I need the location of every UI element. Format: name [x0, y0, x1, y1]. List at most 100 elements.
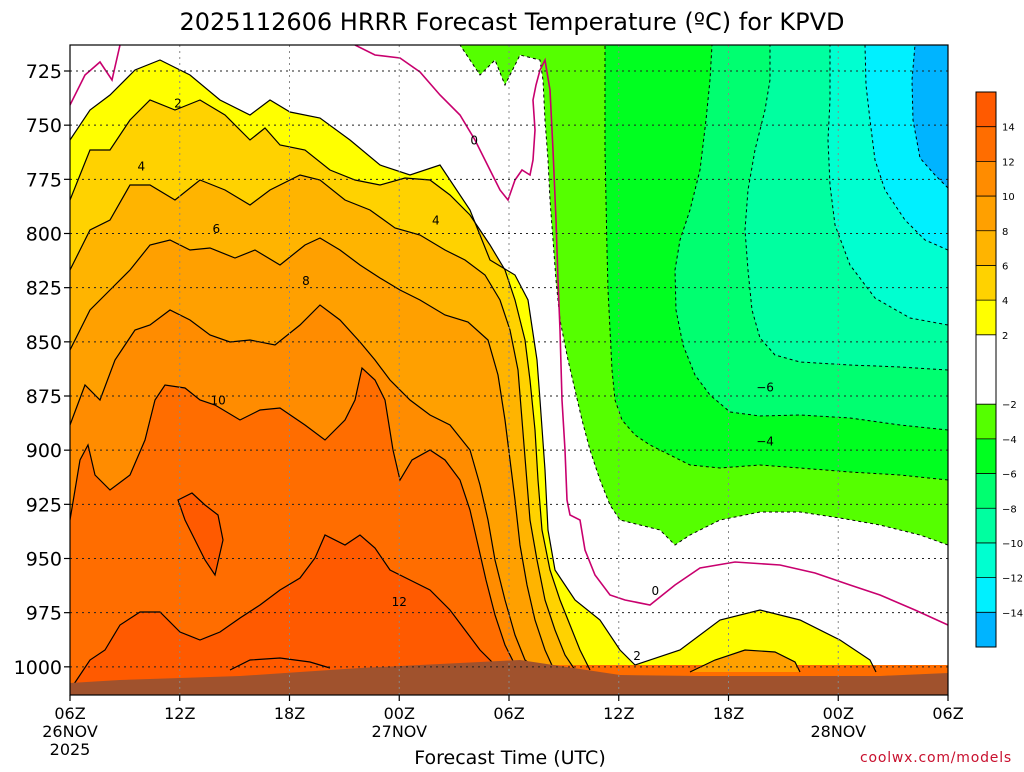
- contour-line-12-late: [689, 649, 801, 673]
- colorbar-tick-label: −8: [1002, 504, 1017, 515]
- x-axis-title: Forecast Time (UTC): [414, 747, 605, 768]
- band-minus14-to-minus16: [912, 45, 948, 188]
- contour-line-minus6: [674, 45, 948, 431]
- y-tick-label: 750: [26, 115, 62, 137]
- contour-line-4: [70, 99, 591, 671]
- colorbar-tick-label: −10: [1002, 539, 1023, 550]
- contour-line-10: [70, 304, 541, 673]
- colorbar-tick-label: 6: [1002, 261, 1008, 272]
- contour-line-minus14: [911, 45, 948, 189]
- y-tick-label: 950: [26, 549, 62, 571]
- contour-line-minus2: [459, 45, 948, 546]
- freezing-line-upper: [70, 45, 121, 106]
- colorbar-tick-label: 8: [1002, 227, 1008, 238]
- contour-label: 2: [174, 97, 182, 111]
- colorbar-swatch: [976, 404, 996, 439]
- contour-label: 0: [470, 133, 478, 147]
- x-tick-label: 00Z: [384, 704, 415, 723]
- x-tick-label: 06Z: [932, 704, 963, 723]
- y-tick-label: 900: [26, 440, 62, 462]
- grid-lines: [70, 45, 948, 695]
- y-tick-label: 775: [26, 169, 62, 191]
- contour-label: −4: [756, 435, 774, 449]
- y-tick-label: 800: [26, 224, 62, 246]
- contour-line-6: [70, 174, 576, 671]
- contour-label: 0: [652, 584, 660, 598]
- contour-line-8: [70, 237, 556, 673]
- x-date-label: 28NOV: [810, 722, 866, 741]
- x-date-label: 2025: [50, 740, 91, 759]
- colorbar-swatch: [976, 542, 996, 578]
- colorbar-swatch: [976, 196, 996, 231]
- contour-line-minus4: [604, 45, 948, 481]
- x-tick-label: 12Z: [603, 704, 634, 723]
- credit-text: coolwx.com/models: [860, 750, 1012, 766]
- y-axis: 725 750 775 800 825 850 875 900 925 950 975 1000: [14, 61, 70, 679]
- warm-contour-lines: [70, 59, 877, 691]
- contour-labels: 2 4 6 8 10 12 4 0 0 2 −6 −4: [138, 97, 774, 664]
- colorbar-swatch: [976, 508, 996, 543]
- contour-line-minus8: [744, 45, 948, 371]
- colorbar-swatch: [976, 577, 996, 613]
- contour-label: 8: [302, 274, 310, 288]
- y-tick-label: 925: [26, 494, 62, 516]
- colorbar-swatch: [976, 612, 996, 647]
- x-tick-label: 18Z: [274, 704, 305, 723]
- cold-contour-lines: [459, 45, 948, 546]
- colorbar-border: [975, 91, 997, 648]
- y-tick-label: 875: [26, 386, 62, 408]
- colorbar-swatch: [976, 92, 996, 127]
- contour-label: 4: [138, 159, 146, 173]
- freezing-lines: [70, 45, 948, 626]
- pocket-14-to-16: [178, 493, 223, 575]
- contour-label: 2: [633, 649, 641, 663]
- contour-line-minus10: [827, 45, 948, 326]
- y-tick-label: 850: [26, 332, 62, 354]
- colorbar-tick-label: 2: [1002, 331, 1008, 342]
- contour-line-12-low: [229, 657, 331, 671]
- colorbar-tick-label: 4: [1002, 296, 1008, 307]
- colorbar-tick-label: −14: [1002, 608, 1023, 619]
- y-tick-label: 825: [26, 278, 62, 300]
- band-14-to-16: [70, 535, 505, 695]
- y-tick-label: 975: [26, 603, 62, 625]
- x-date-label: 27NOV: [371, 722, 427, 741]
- x-tick-label: 06Z: [54, 704, 85, 723]
- colorbar-swatch: [976, 230, 996, 266]
- contour-label: −6: [756, 380, 774, 394]
- contour-label: 12: [392, 595, 407, 609]
- contour-label: 6: [213, 222, 221, 236]
- colorbar-swatch: [976, 126, 996, 162]
- colorbar-tick-label: 10: [1002, 192, 1015, 203]
- colorbar-tick-label: 14: [1002, 123, 1015, 134]
- colorbar: 14 12 10 8 6 4 2 −2 −4 −6 −8 −10 −12 −14: [975, 91, 1023, 648]
- contour-label: 4: [432, 214, 440, 228]
- colorbar-swatch: [976, 438, 996, 474]
- colorbar-swatch: [976, 300, 996, 335]
- colorbar-tick-label: 12: [1002, 157, 1015, 168]
- x-tick-label: 00Z: [823, 704, 854, 723]
- contour-line-14-pocket: [177, 492, 224, 577]
- x-tick-label: 18Z: [713, 704, 744, 723]
- colorbar-tick-label: −12: [1002, 574, 1023, 585]
- y-tick-label: 725: [26, 61, 62, 83]
- y-tick-label: 1000: [14, 657, 62, 679]
- contour-line-2: [70, 59, 877, 673]
- colorbar-swatch: [976, 473, 996, 509]
- freezing-line-main: [354, 45, 948, 626]
- colorbar-swatch: [976, 265, 996, 301]
- colorbar-swatch: [976, 334, 996, 405]
- x-tick-label: 06Z: [493, 704, 524, 723]
- chart-title: 2025112606 HRRR Forecast Temperature (ºC…: [179, 8, 844, 36]
- contour-label: 10: [211, 393, 226, 407]
- colorbar-tick-label: −2: [1002, 400, 1017, 411]
- colorbar-swatch: [976, 161, 996, 197]
- x-date-label: 26NOV: [42, 722, 98, 741]
- colorbar-tick-label: −6: [1002, 470, 1017, 481]
- ground-terrain: [70, 660, 948, 695]
- colorbar-tick-label: −4: [1002, 435, 1017, 446]
- contour-line-14: [70, 534, 506, 691]
